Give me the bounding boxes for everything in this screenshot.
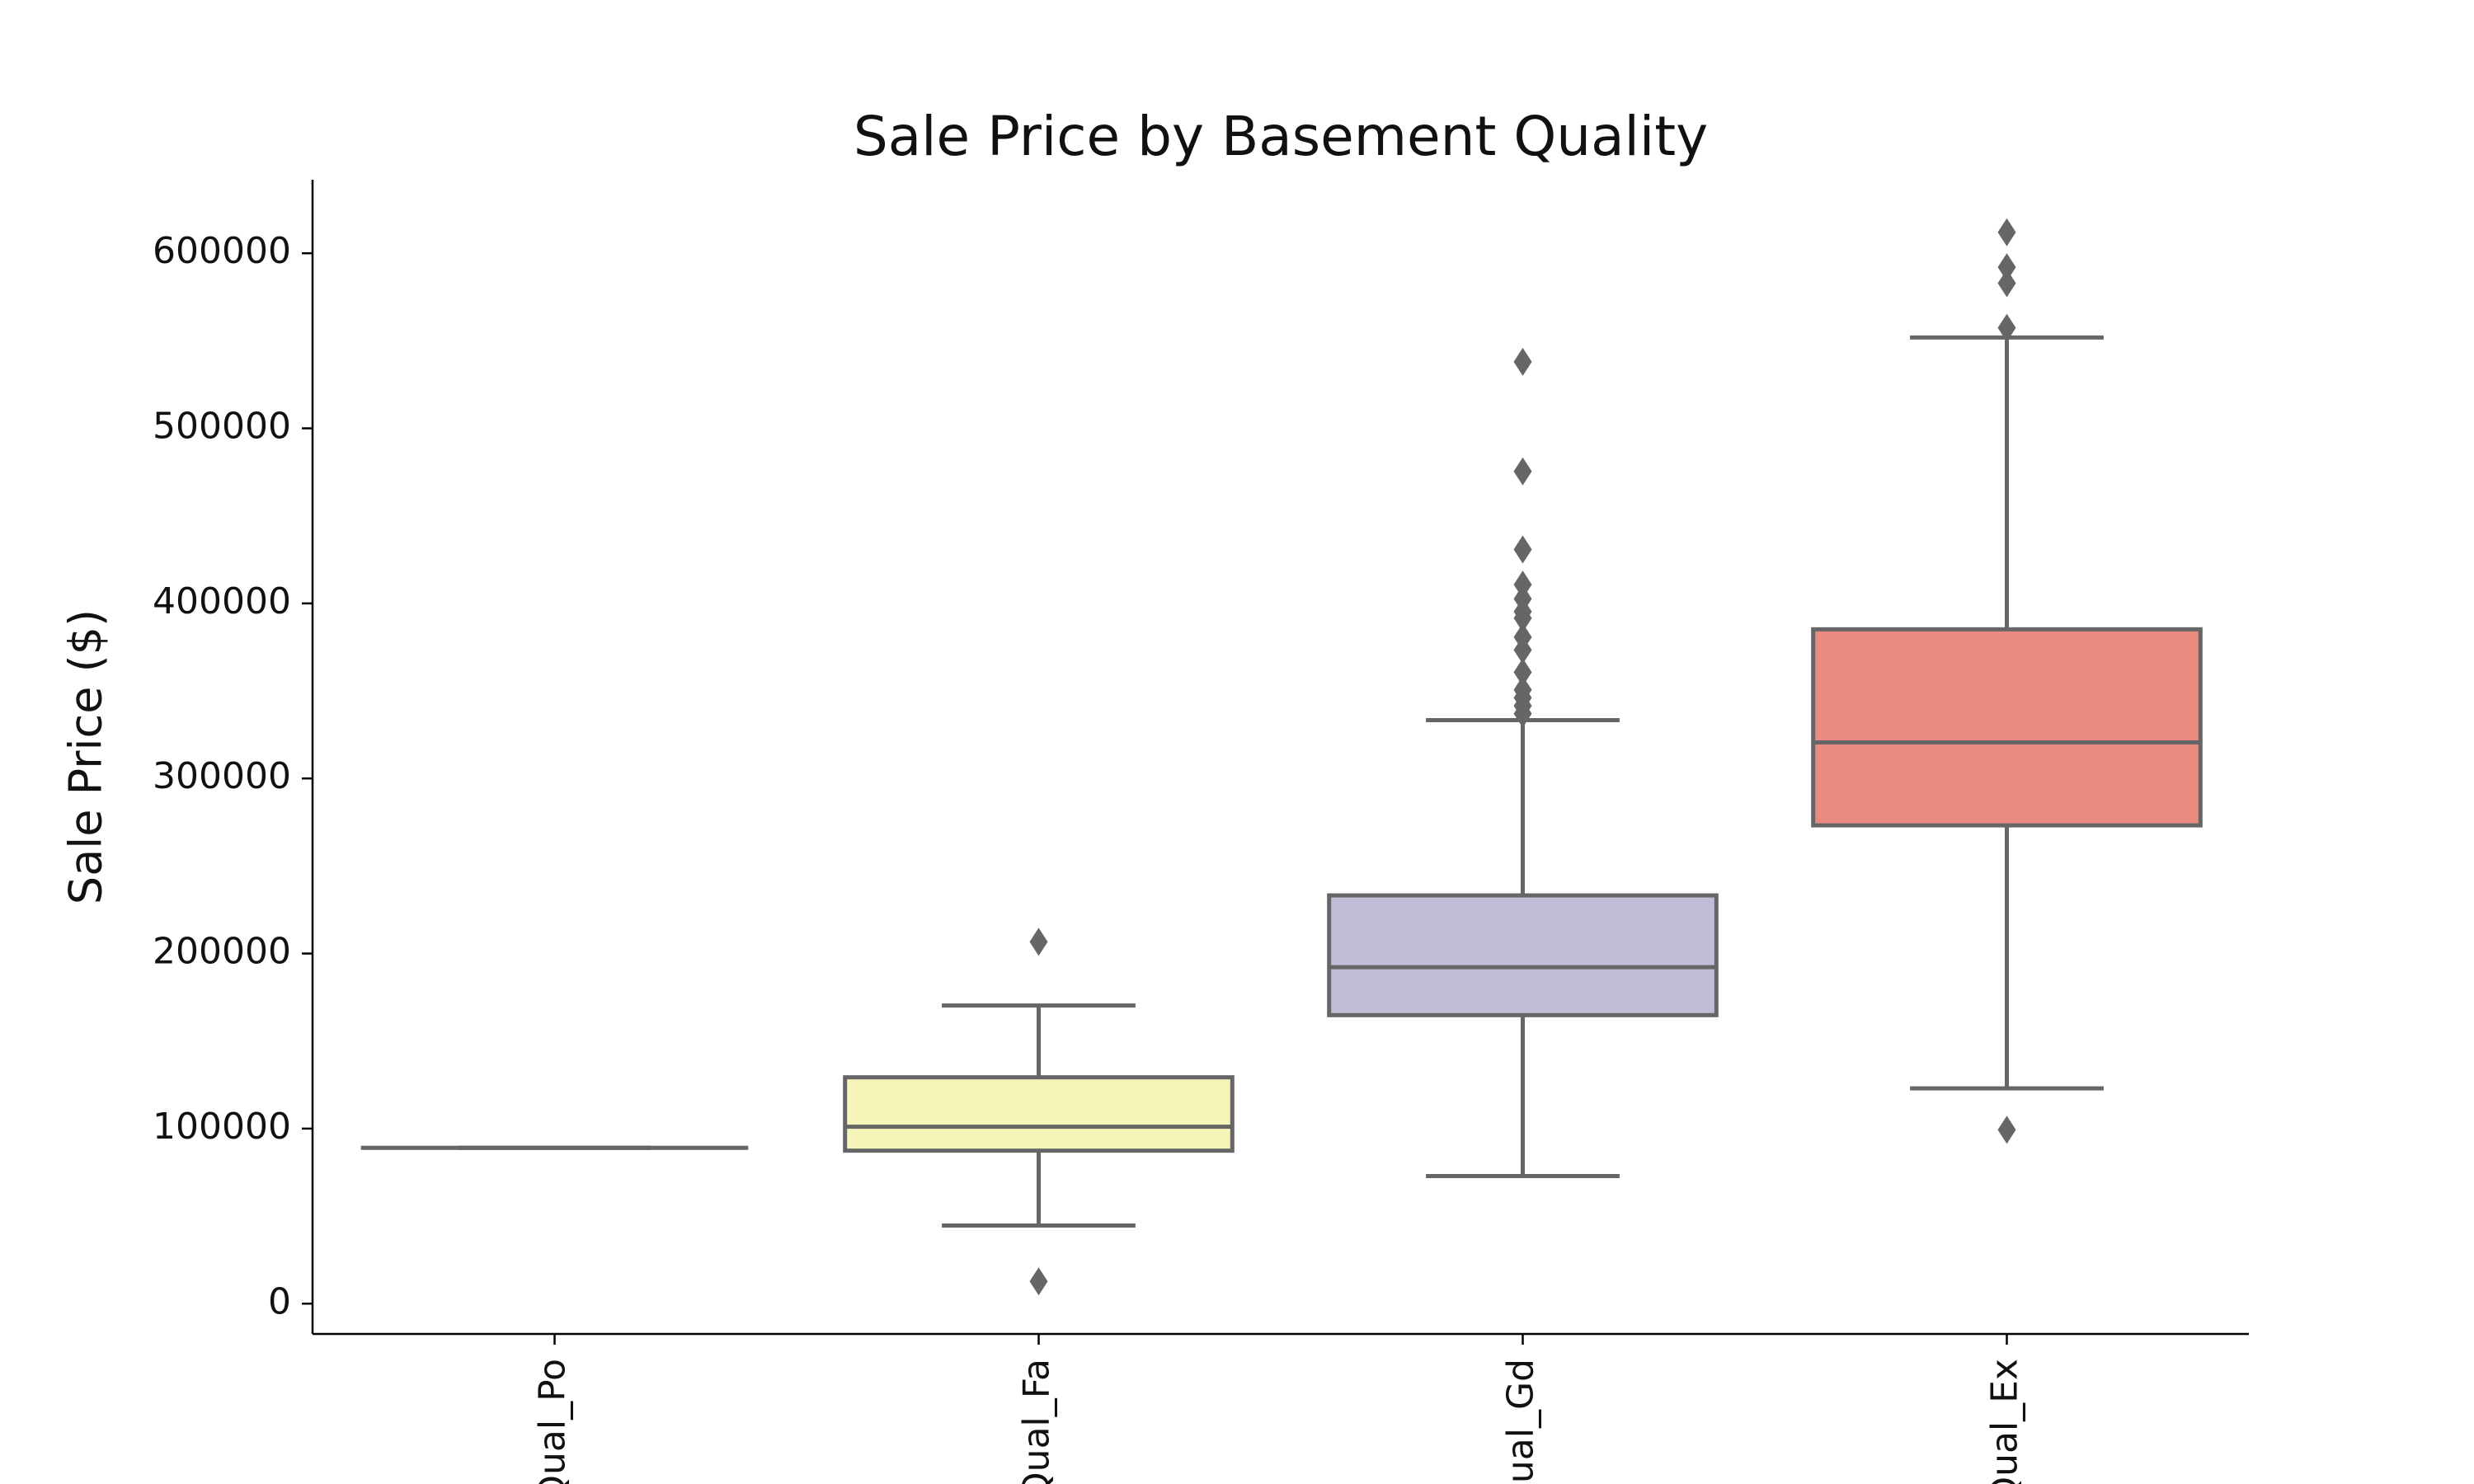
outlier (1513, 636, 1532, 665)
y-axis-label: Sale Price ($) (60, 609, 112, 904)
box (843, 1075, 1235, 1153)
outlier (1513, 571, 1532, 599)
outlier (1513, 457, 1532, 486)
outlier (1997, 313, 2016, 342)
outlier (1513, 535, 1532, 564)
y-tick-label: 400000 (153, 580, 291, 622)
x-tick-label: Qual_Po (532, 1359, 574, 1484)
y-tick-label: 500000 (153, 406, 291, 448)
outlier (1997, 218, 2016, 247)
box (1811, 627, 2203, 828)
y-tick-label: 600000 (153, 230, 291, 272)
x-tick-label: Qual_Ex (1984, 1359, 2026, 1484)
outlier (1513, 699, 1532, 728)
outlier (1513, 658, 1532, 687)
chart-title: Sale Price by Basement Quality (854, 105, 1708, 168)
outlier (1029, 1267, 1048, 1296)
outlier (1513, 347, 1532, 376)
outlier (1029, 928, 1048, 956)
outlier (1997, 269, 2016, 298)
x-tick-label: Qual_Fa (1016, 1359, 1058, 1484)
outlier (1513, 603, 1532, 632)
y-tick-label: 100000 (153, 1106, 291, 1148)
y-tick-label: 200000 (153, 931, 291, 973)
outlier (1997, 253, 2016, 282)
outlier (1997, 1115, 2016, 1144)
x-tick-label: Qual_Gd (1500, 1359, 1542, 1484)
box (1327, 893, 1719, 1017)
y-tick-label: 0 (268, 1280, 291, 1322)
y-tick-label: 300000 (153, 755, 291, 797)
